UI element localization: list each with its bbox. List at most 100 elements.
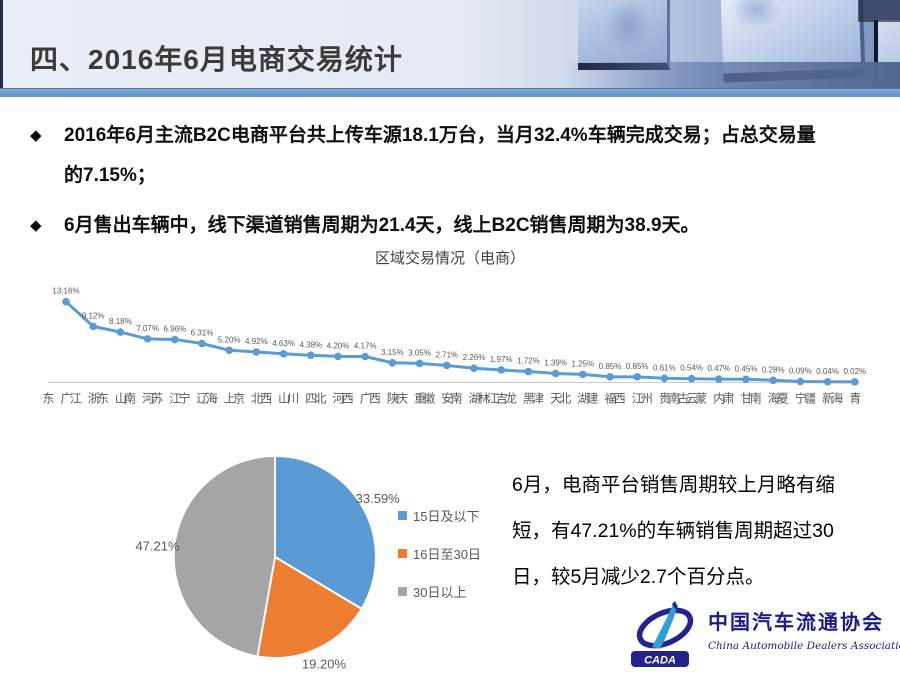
x-axis-category-label: 河北 xyxy=(313,392,345,404)
data-point-marker xyxy=(116,328,125,336)
x-axis-category-label: 湖北 xyxy=(557,392,590,404)
data-point-label: 5.20% xyxy=(218,335,241,344)
data-point-label: 4.17% xyxy=(354,342,377,351)
data-point-marker xyxy=(796,377,805,386)
data-point-marker xyxy=(497,366,506,374)
data-point-label: 1.72% xyxy=(517,357,540,366)
data-point-label: 0.09% xyxy=(789,366,812,375)
x-axis-category-label: 黑龙江 xyxy=(485,392,536,404)
data-point-label: 4.92% xyxy=(245,337,268,346)
data-point-marker xyxy=(415,359,424,368)
data-point-marker xyxy=(660,374,669,383)
x-axis-category-label: 天津 xyxy=(530,392,563,404)
data-point-label: 2.71% xyxy=(435,350,458,359)
pie-slice xyxy=(172,454,276,658)
legend-item: 30日以上 xyxy=(398,572,481,610)
cada-logo: CADA 中国汽车流通协会 China Automobile Dealers A… xyxy=(628,598,900,670)
header-ground-shadow xyxy=(560,62,900,88)
data-point-label: 4.38% xyxy=(299,340,322,349)
x-axis-category-label: 广西 xyxy=(340,392,373,404)
x-axis-category-label: 甘肃 xyxy=(721,392,753,404)
data-point-label: 6.96% xyxy=(163,325,186,334)
data-point-label: 0.85% xyxy=(599,362,622,371)
data-point-label: 1.25% xyxy=(571,359,594,368)
data-point-marker xyxy=(143,335,152,343)
bullet-text: 6月售出车辆中，线下渠道销售周期为21.4天，线上B2C销售周期为38.9天。 xyxy=(64,215,700,236)
bullet-item: ◆ 6月售出车辆中，线下渠道销售周期为21.4天，线上B2C销售周期为38.9天… xyxy=(30,206,860,246)
bullet-list: ◆ 2016年6月主流B2C电商平台共上传车源18.1万台，当月32.4%车辆完… xyxy=(30,116,860,256)
legend-swatch-icon xyxy=(398,548,407,558)
data-point-marker xyxy=(742,375,750,384)
pie-slice-label: 47.21% xyxy=(135,539,180,554)
x-axis-category-label: 江苏 xyxy=(149,392,182,404)
data-point-label: 7.07% xyxy=(136,324,159,333)
pie-slice xyxy=(256,555,363,660)
line-series xyxy=(64,300,855,384)
x-axis-category-label: 新疆 xyxy=(802,392,835,404)
x-axis-category-label: 北京 xyxy=(231,392,264,404)
data-point-marker xyxy=(388,358,397,367)
diamond-bullet-icon: ◆ xyxy=(30,217,42,234)
data-point-marker xyxy=(62,297,70,306)
diamond-bullet-icon: ◆ xyxy=(30,127,42,144)
x-axis-category-label: 安徽 xyxy=(421,392,454,404)
x-axis-category-label: 浙江 xyxy=(68,392,101,404)
x-axis-category-label: 陕西 xyxy=(367,392,400,404)
data-point-marker xyxy=(715,375,723,383)
data-point-marker xyxy=(470,364,478,373)
header-edge-strip xyxy=(0,0,3,88)
data-point-label: 6.31% xyxy=(191,329,214,338)
legend-swatch-icon xyxy=(398,510,407,520)
data-point-label: 1.97% xyxy=(490,355,513,364)
x-axis-category-label: 山东 xyxy=(95,392,128,404)
bullet-item: ◆ 2016年6月主流B2C电商平台共上传车源18.1万台，当月32.4%车辆完… xyxy=(30,116,860,196)
header-divider-bar xyxy=(0,88,900,97)
legend-label: 30日以上 xyxy=(413,584,467,600)
data-point-marker xyxy=(524,367,533,376)
x-axis-category-label: 内蒙古 xyxy=(675,392,726,404)
x-axis-category-label: 辽宁 xyxy=(177,392,209,404)
data-point-label: 0.45% xyxy=(735,364,758,373)
data-point-label: 9.12% xyxy=(82,311,105,320)
x-axis-category-label: 青海 xyxy=(829,392,862,404)
data-point-marker xyxy=(851,378,859,386)
data-point-label: 1.39% xyxy=(544,359,567,368)
data-point-marker xyxy=(443,361,451,370)
region-transactions-line-chart: 13.16% 9.12% 8.18% 7.07% 6.96% 6.31% 5.20% 4.92… xyxy=(48,287,866,386)
data-point-marker xyxy=(361,352,370,361)
data-point-label: 0.47% xyxy=(707,364,730,373)
cada-logo-acronym: CADA xyxy=(644,655,676,667)
data-point-label: 0.04% xyxy=(816,367,839,376)
data-point-label: 13.16% xyxy=(52,287,79,296)
data-point-label: 0.28% xyxy=(762,365,785,374)
data-point-marker xyxy=(334,352,342,361)
data-point-marker xyxy=(633,373,641,381)
data-point-marker xyxy=(687,374,696,383)
data-point-marker xyxy=(279,349,288,358)
data-point-label: 3.15% xyxy=(381,348,404,357)
data-point-marker xyxy=(171,335,179,344)
logo-english-name: China Automobile Dealers Association xyxy=(708,640,900,652)
cada-logo-icon: CADA xyxy=(631,601,694,667)
x-axis-category-label: 福建 xyxy=(585,392,617,404)
x-axis-category-label: 吉林 xyxy=(476,392,509,404)
data-point-marker xyxy=(225,346,233,355)
legend-item: 15日及以下 xyxy=(398,496,481,534)
data-point-marker xyxy=(307,351,315,360)
data-point-marker xyxy=(606,373,614,381)
data-point-label: 4.20% xyxy=(327,341,350,350)
page-title: 四、2016年6月电商交易统计 xyxy=(30,44,403,75)
x-axis-category-label: 江西 xyxy=(612,392,645,404)
legend-label: 15日及以下 xyxy=(413,508,480,524)
data-point-label: 0.85% xyxy=(626,362,649,371)
pie-legend: 15日及以下 16日至30日 30日以上 xyxy=(398,496,481,610)
x-axis-category-label: 宁夏 xyxy=(775,392,808,404)
data-point-label: 4.63% xyxy=(272,339,295,348)
legend-label: 16日至30日 xyxy=(413,546,481,562)
x-axis-category-label: 重庆 xyxy=(394,392,427,404)
sales-cycle-pie-chart: 33.59% 19.20% 47.21% xyxy=(135,454,400,671)
commentary-text: 6月，电商平台销售周期较上月略有缩短，有47.21%的车辆销售周期超过30日，较… xyxy=(512,474,835,588)
data-point-label: 0.61% xyxy=(653,363,676,372)
header-corner-shadow xyxy=(858,0,900,22)
x-axis-category-label: 河南 xyxy=(122,392,155,404)
